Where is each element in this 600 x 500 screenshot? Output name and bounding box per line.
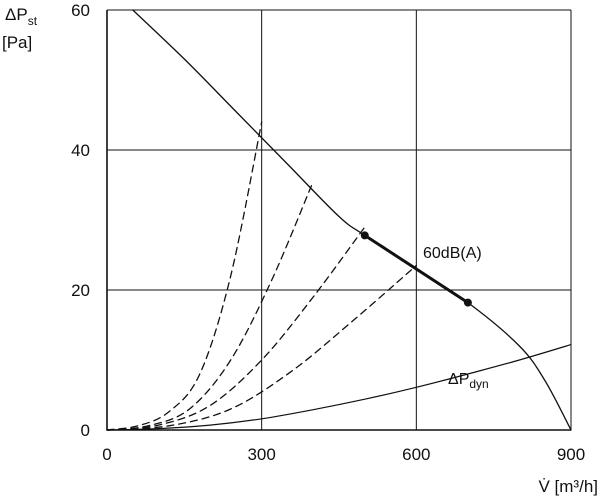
dynamic-pressure-curve bbox=[106, 344, 572, 431]
x-tick-label-0: 0 bbox=[102, 445, 111, 464]
grid bbox=[106, 9, 572, 431]
system-curve-4 bbox=[106, 264, 417, 431]
dynamic-pressure-label-main: ΔP bbox=[448, 371, 469, 388]
y-axis-label-sub: st bbox=[28, 14, 38, 28]
operating-range-segment bbox=[363, 234, 469, 304]
fan-curve bbox=[132, 9, 572, 431]
operating-range-end-point bbox=[463, 298, 472, 307]
y-axis-label: ΔPst bbox=[5, 5, 38, 28]
x-axis-label: V̇ [m³/h] bbox=[538, 477, 598, 496]
system-curve-1 bbox=[106, 121, 263, 431]
y-tick-label-60: 60 bbox=[71, 1, 90, 20]
system-curve-3 bbox=[106, 226, 366, 431]
curves bbox=[106, 9, 572, 431]
x-tick-label-900: 900 bbox=[557, 445, 585, 464]
x-tick-label-300: 300 bbox=[247, 445, 275, 464]
operating-range-start-point bbox=[360, 231, 369, 240]
tick-labels: 0 300 600 900 0 20 40 60 bbox=[71, 1, 585, 464]
y-axis-label-main: ΔP bbox=[5, 5, 28, 24]
y-axis-unit: [Pa] bbox=[2, 33, 32, 52]
x-tick-label-600: 600 bbox=[402, 445, 430, 464]
highlight-label: 60dB(A) bbox=[423, 245, 482, 262]
y-tick-label-0: 0 bbox=[81, 421, 90, 440]
system-curve-2 bbox=[106, 180, 314, 431]
dynamic-pressure-label-sub: dyn bbox=[469, 377, 488, 391]
y-tick-label-40: 40 bbox=[71, 141, 90, 160]
dynamic-pressure-label: ΔPdyn bbox=[448, 371, 489, 391]
y-tick-label-20: 20 bbox=[71, 281, 90, 300]
